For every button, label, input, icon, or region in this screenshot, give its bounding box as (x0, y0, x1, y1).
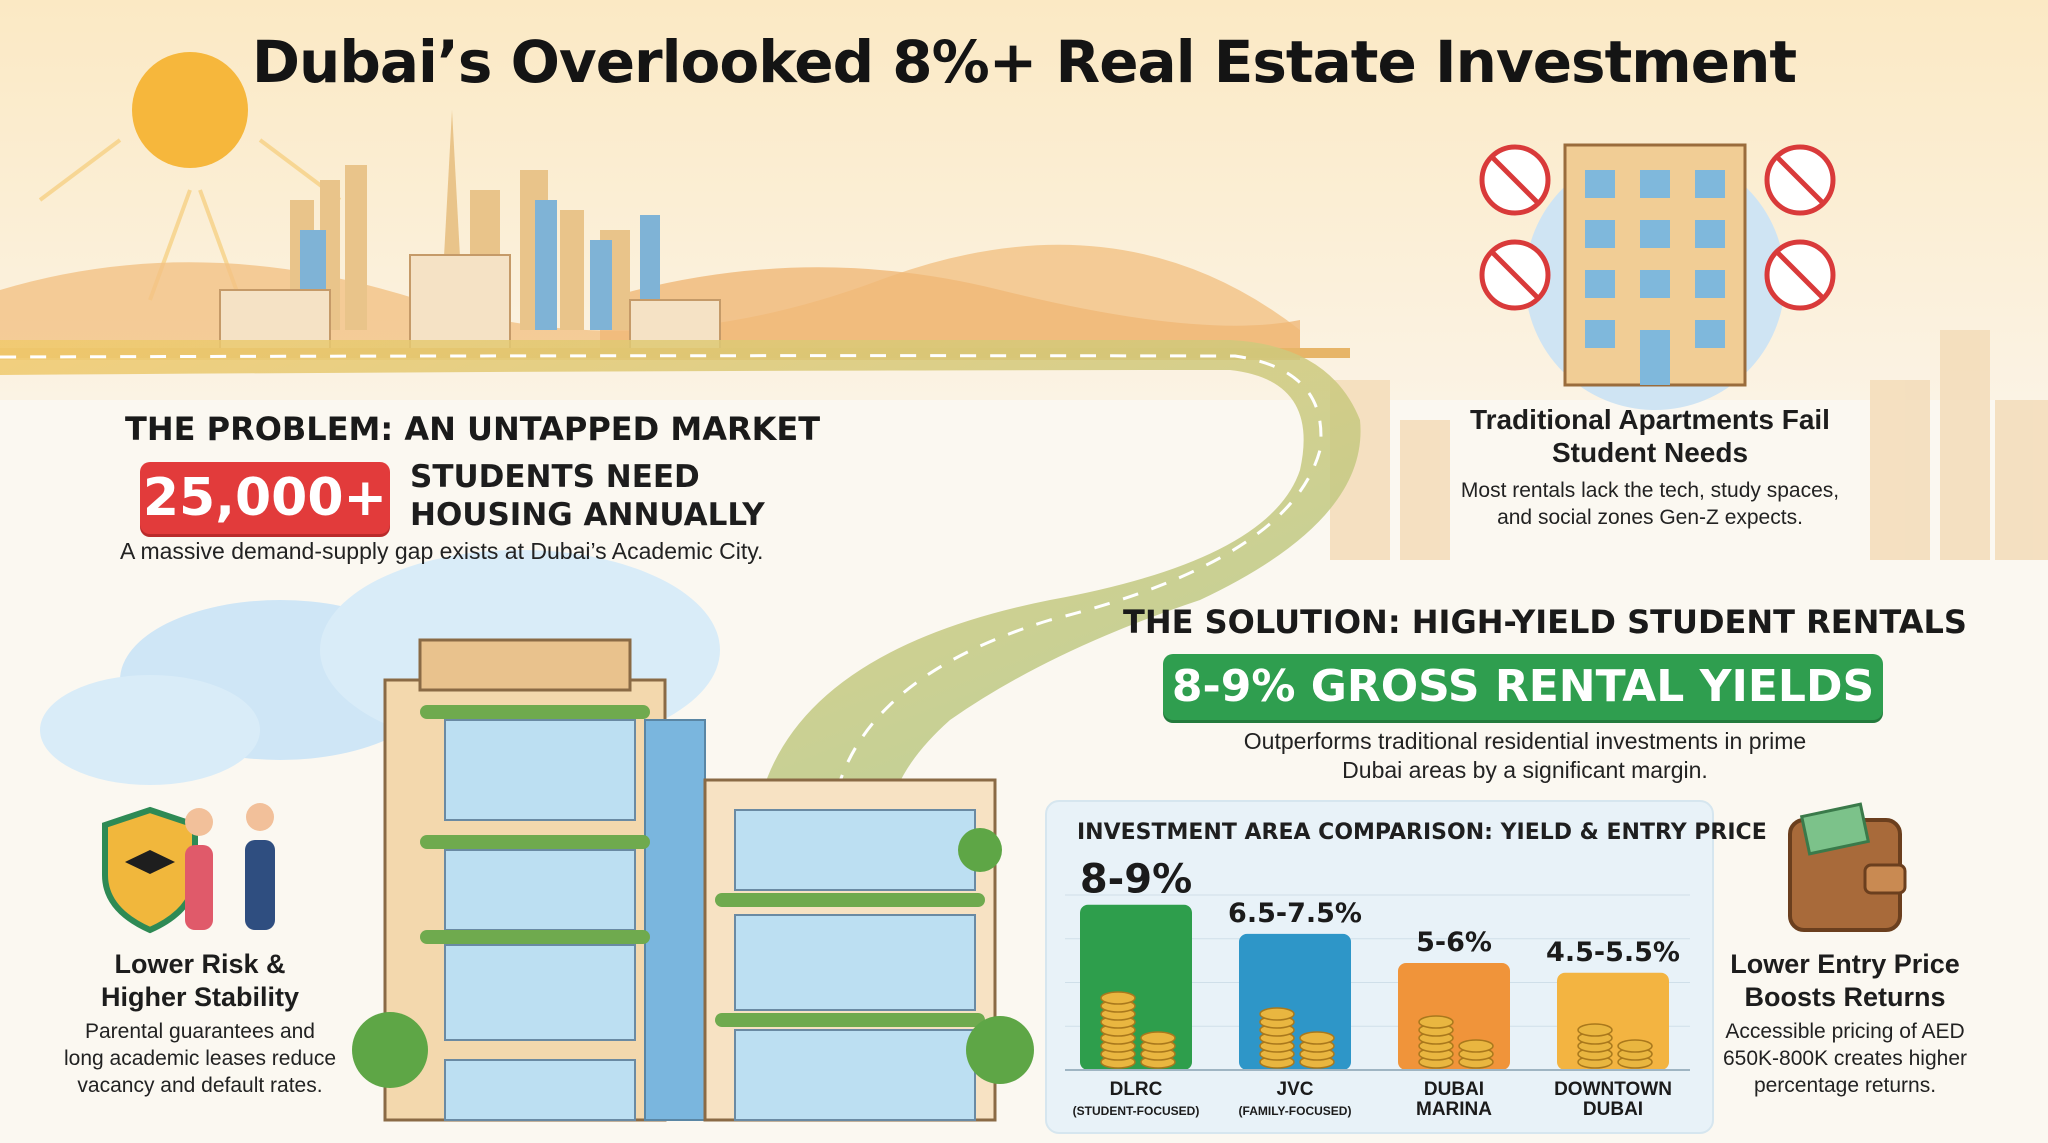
student-need-line2: HOUSING ANNUALLY (410, 497, 765, 533)
bar-value-label: 4.5-5.5% (1546, 937, 1680, 968)
bar-category-label: JVC (1277, 1079, 1314, 1100)
risk-description: Parental guarantees and long academic le… (40, 1018, 360, 1099)
coin-icon (1100, 991, 1136, 1005)
entry-description: Accessible pricing of AED 650K-800K crea… (1700, 1018, 1990, 1099)
traditional-apartment-building (1525, 143, 1785, 410)
entry-heading-line2: Boosts Returns (1744, 982, 1946, 1012)
coin-icon (1140, 1031, 1176, 1045)
traditional-heading-line2: Student Needs (1551, 437, 1749, 468)
bar-category-label: (STUDENT-FOCUSED) (1073, 1104, 1200, 1118)
page-title: Dubai’s Overlooked 8%+ Real Estate Inves… (251, 28, 1797, 96)
solution-description: Outperforms traditional residential inve… (1180, 727, 1870, 785)
entry-desc-line2: 650K-800K creates higher (1723, 1047, 1967, 1070)
student-need-text: STUDENTS NEED HOUSING ANNUALLY (410, 458, 765, 534)
coin-icon (1299, 1031, 1335, 1045)
traditional-description: Most rentals lack the tech, study spaces… (1420, 477, 1880, 531)
traditional-heading-line1: Traditional Apartments Fail (1470, 404, 1830, 435)
bar-category-label: (FAMILY-FOCUSED) (1239, 1104, 1352, 1118)
student-need-line1: STUDENTS NEED (410, 459, 700, 495)
shield-icon (102, 806, 198, 934)
bar-category-label: DLRC (1110, 1079, 1163, 1100)
entry-desc-line3: percentage returns. (1753, 1074, 1937, 1097)
traditional-desc-line2: and social zones Gen-Z expects. (1497, 506, 1803, 529)
risk-heading: Lower Risk & Higher Stability (60, 948, 340, 1014)
coin-icon (1418, 1015, 1454, 1029)
risk-heading-line1: Lower Risk & (114, 949, 286, 979)
bar-value-label: 5-6% (1416, 927, 1492, 958)
risk-desc-line3: vacancy and default rates. (77, 1074, 323, 1097)
chart-title: INVESTMENT AREA COMPARISON: YIELD & ENTR… (1077, 820, 1767, 845)
traditional-heading: Traditional Apartments Fail Student Need… (1420, 403, 1880, 469)
coin-icon (1617, 1039, 1653, 1053)
problem-description: A massive demand-supply gap exists at Du… (120, 538, 764, 564)
bar-value-label: 8-9% (1080, 860, 1192, 903)
student-housing-building (383, 638, 997, 1122)
student-count-badge: 25,000+ (140, 462, 390, 534)
solution-desc-line1: Outperforms traditional residential inve… (1243, 728, 1807, 754)
coin-icon (1577, 1023, 1613, 1037)
coin-icon (1259, 1007, 1295, 1021)
yield-bar-chart: 8-9% DLRC (STUDENT-FOCUSED) 6.5-7.5% JVC (FAM… (1065, 860, 1690, 1120)
yield-badge: 8-9% GROSS RENTAL YIELDS (1163, 654, 1883, 720)
solution-desc-line2: Dubai areas by a significant margin. (1342, 757, 1708, 783)
bar-category-label: DOWNTOWN (1554, 1079, 1672, 1100)
bar-category-label: DUBAI (1424, 1079, 1484, 1100)
bar-value-label: 6.5-7.5% (1228, 898, 1362, 929)
solution-heading: THE SOLUTION: HIGH-YIELD STUDENT RENTALS (1123, 603, 1967, 641)
bar-category-label: DUBAI (1583, 1099, 1643, 1120)
wallet-icon (1788, 802, 1907, 932)
handshake-icon (185, 803, 275, 930)
entry-heading-line1: Lower Entry Price (1730, 949, 1960, 979)
problem-heading: THE PROBLEM: AN UNTAPPED MARKET (125, 410, 821, 448)
entry-desc-line1: Accessible pricing of AED (1725, 1020, 1965, 1043)
bar-category-label: MARINA (1416, 1099, 1492, 1120)
traditional-desc-line1: Most rentals lack the tech, study spaces… (1460, 479, 1840, 502)
risk-heading-line2: Higher Stability (100, 982, 300, 1012)
risk-desc-line1: Parental guarantees and (84, 1020, 315, 1043)
chart-bar (1239, 933, 1351, 1070)
entry-heading: Lower Entry Price Boosts Returns (1715, 948, 1975, 1014)
risk-desc-line2: long academic leases reduce (64, 1047, 336, 1070)
coin-icon (1458, 1039, 1494, 1053)
